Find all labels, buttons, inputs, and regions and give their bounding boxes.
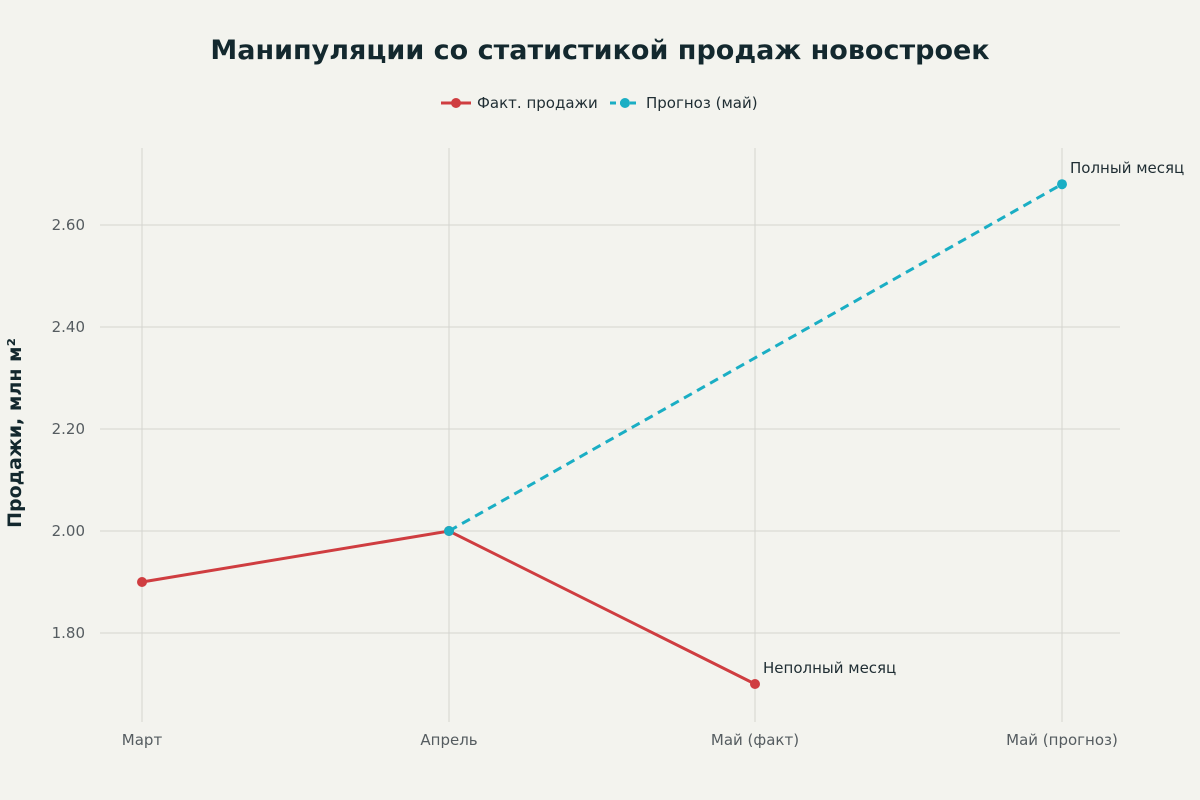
y-axis-ticks: 1.80 2.00 2.20 2.40 2.60 [52, 216, 85, 642]
y-tick-label: 2.40 [52, 318, 85, 336]
legend-label: Прогноз (май) [646, 94, 758, 112]
series-layer [137, 179, 1067, 689]
x-tick-label: Апрель [420, 731, 477, 749]
x-axis-ticks: Март Апрель Май (факт) Май (прогноз) [122, 731, 1118, 749]
annotation-layer: Неполный месяц Полный месяц [763, 159, 1184, 677]
annotation-label: Полный месяц [1070, 159, 1184, 177]
x-tick-label: Март [122, 731, 163, 749]
data-point [1057, 179, 1067, 190]
legend-label: Факт. продажи [477, 94, 598, 112]
y-tick-label: 2.00 [52, 522, 85, 540]
data-point [444, 526, 454, 536]
data-point [750, 679, 760, 689]
y-tick-label: 1.80 [52, 624, 85, 642]
y-axis-label: Продажи, млн м² [4, 338, 26, 528]
series-2 [444, 179, 1067, 536]
legend-marker [451, 98, 461, 108]
y-tick-label: 2.60 [52, 216, 85, 234]
series-line [448, 182, 1063, 533]
annotation-label: Неполный месяц [763, 659, 896, 677]
x-tick-label: Май (прогноз) [1006, 731, 1118, 749]
y-tick-label: 2.20 [52, 420, 85, 438]
legend: Факт. продажи Прогноз (май) [441, 94, 758, 112]
vertical-grid [141, 148, 1063, 722]
horizontal-grid [100, 224, 1120, 634]
chart-title: Манипуляции со статистикой продаж новост… [210, 35, 989, 66]
x-tick-label: Май (факт) [711, 731, 799, 749]
legend-marker [620, 98, 630, 108]
data-point [137, 577, 147, 587]
